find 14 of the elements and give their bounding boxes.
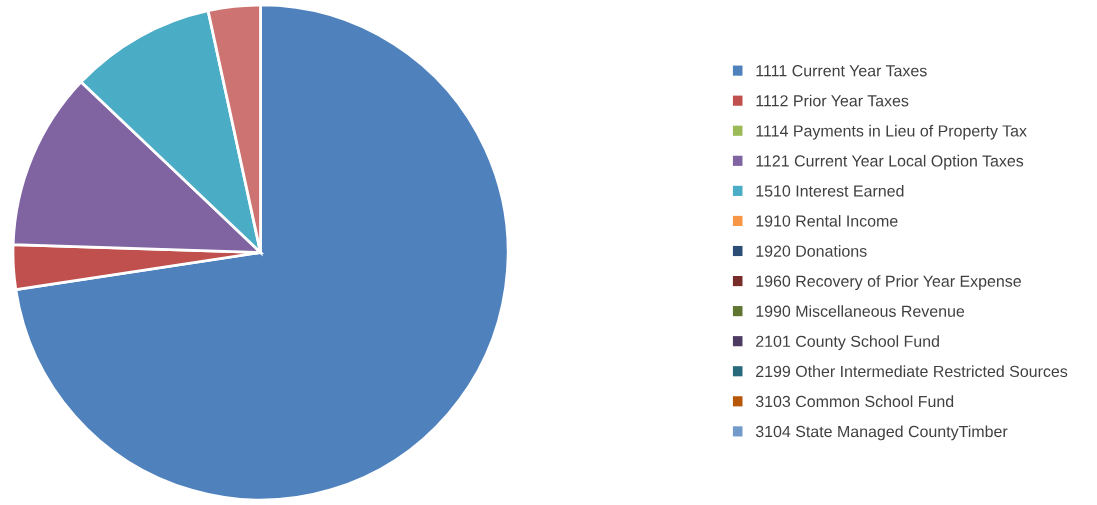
legend-label: 1114 Payments in Lieu of Property Tax <box>756 124 1027 140</box>
legend-label: 1960 Recovery of Prior Year Expense <box>756 275 1021 291</box>
legend-label: 1111 Current Year Taxes <box>756 65 927 77</box>
legend-label: 3104 State Managed CountyTimber <box>755 425 1008 441</box>
legend-label: 1990 Miscellaneous Revenue <box>756 305 965 317</box>
legend-label: 1910 Rental Income <box>756 214 898 227</box>
legend-label: 3103 Common School Fund <box>755 395 954 408</box>
legend-label: 1510 Interest Earned <box>756 184 904 197</box>
legend-label: 2101 County School Fund <box>756 335 939 351</box>
legend-label: 1920 Donations <box>756 245 867 257</box>
legend-label: 1121 Current Year Local Option Taxes <box>756 154 1024 170</box>
pie-slice <box>14 3 510 502</box>
legend-label: 1112 Prior Year Taxes <box>756 94 909 107</box>
legend-label: 2199 Other Intermediate Restricted Sources <box>756 365 1068 378</box>
